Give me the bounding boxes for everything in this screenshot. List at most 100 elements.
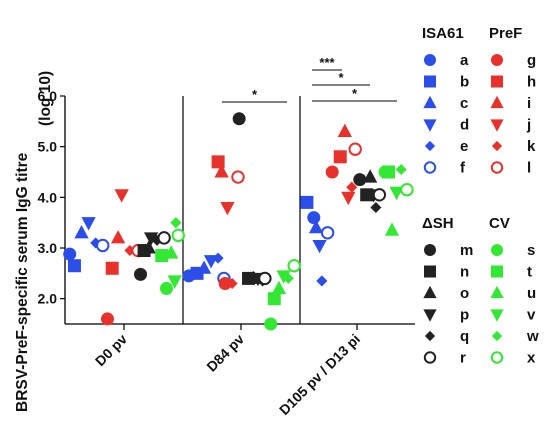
data-point-f: [96, 238, 110, 253]
data-point-q: [151, 234, 163, 246]
legend-marker-d: [423, 119, 437, 132]
data-point-w: [395, 163, 407, 175]
legend-marker-i: [490, 95, 504, 109]
data-point-l: [348, 142, 362, 156]
legend-label: l: [527, 160, 531, 177]
data-point-a: [307, 211, 321, 225]
axes: 2.0 3.0 4.0 5.0 6.0 D0 pv D84 pv D105 pv / D13 …: [38, 88, 415, 418]
legend-title: PreF: [489, 25, 522, 42]
legend-label: b: [460, 74, 469, 91]
data-point-c: [308, 219, 324, 234]
significance-brackets: ******: [222, 55, 397, 103]
data-point-k: [346, 181, 358, 193]
data-point-e: [90, 237, 102, 249]
legend-marker-h: [491, 75, 503, 88]
legend-title: CV: [489, 215, 510, 232]
x-tick-label: D105 pv / D13 pi: [276, 331, 363, 418]
data-point-s: [264, 317, 278, 331]
legend-marker-r: [423, 351, 437, 364]
legend-marker-j: [490, 119, 504, 132]
y-tick-label: 6.0: [38, 88, 58, 104]
significance-label: ***: [319, 55, 335, 70]
data-point-m: [134, 267, 148, 281]
legend-label: e: [460, 138, 468, 155]
data-point-h: [333, 150, 347, 164]
data-point-g: [100, 312, 114, 326]
legend-label: g: [527, 52, 536, 69]
y-axis-label-unit: (log 10): [37, 71, 54, 126]
x-tick-label: D84 pv: [203, 331, 247, 375]
data-point-r: [157, 231, 171, 245]
significance-label: *: [352, 86, 358, 101]
data-point-r: [258, 271, 272, 286]
data-point-l: [231, 170, 245, 184]
data-point-d: [312, 239, 327, 254]
legend-label: a: [460, 52, 469, 69]
data-point-u: [384, 222, 400, 236]
legend-marker-v: [490, 309, 504, 322]
legend-marker-k: [491, 140, 503, 152]
data-point-v: [276, 270, 291, 284]
data-point-i: [110, 230, 126, 244]
legend-label: h: [527, 74, 536, 91]
data-point-d: [81, 217, 96, 231]
legend-marker-x: [490, 351, 504, 364]
data-point-t: [267, 292, 281, 306]
legend-title: ISA61: [422, 25, 464, 42]
data-point-c: [196, 260, 212, 274]
data-point-e: [212, 252, 224, 264]
data-point-o: [363, 169, 378, 183]
legend-marker-l: [490, 161, 504, 174]
legend-label: r: [460, 350, 466, 367]
data-point-m: [232, 112, 246, 126]
significance-label: *: [252, 87, 258, 102]
legend-label: d: [460, 117, 469, 134]
legend-marker-s: [491, 244, 503, 256]
data-point-g: [218, 276, 232, 290]
legend-label: u: [527, 285, 536, 302]
legend-label: f: [460, 160, 466, 177]
data-point-f: [320, 226, 335, 240]
data-point-c: [74, 225, 89, 239]
legend-marker-u: [490, 285, 504, 299]
data-point-i: [214, 164, 229, 178]
data-point-v: [389, 186, 404, 201]
data-point-b: [67, 259, 81, 273]
legend-label: w: [526, 328, 539, 345]
legend-label: q: [460, 328, 469, 345]
y-axis-label: BRSV-PreF-specific serum IgG titre: [14, 152, 31, 412]
data-point-a: [63, 247, 77, 261]
legend-label: j: [526, 117, 531, 134]
legend-marker-a: [424, 54, 436, 66]
legend-label: v: [527, 307, 536, 324]
data-point-x: [400, 183, 414, 197]
data-point-i: [337, 123, 352, 137]
legend-marker-m: [424, 244, 436, 256]
legend-label: m: [460, 242, 473, 259]
data-point-j: [114, 189, 129, 203]
legend-marker-p: [423, 309, 437, 322]
data-point-e: [316, 275, 328, 287]
data-point-k: [226, 277, 238, 289]
legend-label: s: [527, 242, 535, 259]
data-point-s: [159, 282, 173, 296]
legend-label: k: [527, 138, 536, 155]
data-point-r: [372, 188, 387, 202]
y-tick-label: 3.0: [38, 240, 58, 256]
legend-title: ΔSH: [422, 215, 454, 232]
legend-label: c: [460, 95, 468, 112]
y-tick-label: 5.0: [38, 139, 58, 155]
data-point-t: [382, 165, 396, 179]
data-point-u: [164, 245, 179, 259]
data-point-g: [325, 165, 339, 179]
data-point-j: [341, 191, 356, 206]
data-point-b: [300, 195, 314, 209]
x-tick-label: D0 pv: [92, 331, 130, 369]
data-points: [63, 112, 414, 331]
data-point-q: [370, 201, 382, 213]
legend-marker-w: [491, 330, 503, 342]
data-point-h: [105, 261, 119, 275]
data-point-v: [167, 275, 182, 289]
